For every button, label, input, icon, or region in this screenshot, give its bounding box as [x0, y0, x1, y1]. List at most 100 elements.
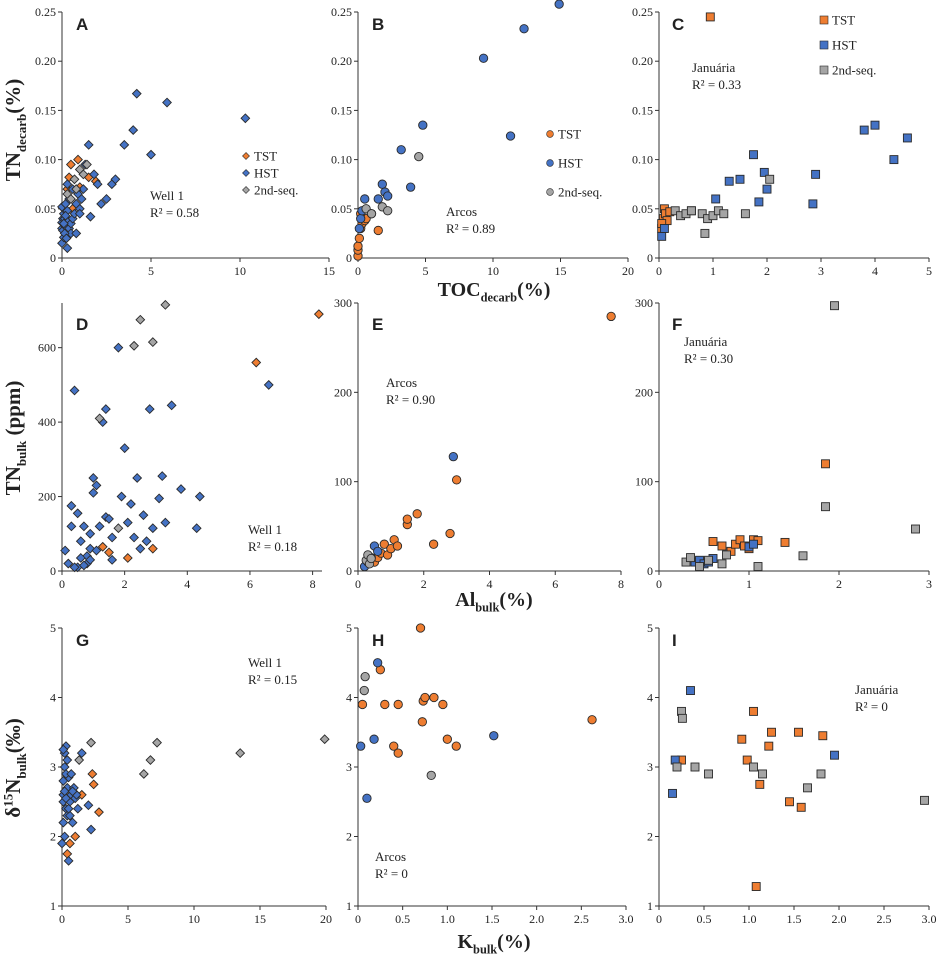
y-tick-label: 4: [346, 691, 352, 705]
data-point: [113, 342, 124, 353]
legend-marker: [546, 130, 554, 138]
y-tick-label: 300: [334, 296, 352, 310]
data-point: [96, 198, 107, 209]
legend-label: HST: [832, 38, 857, 53]
data-point: [71, 228, 82, 239]
data-point: [420, 692, 430, 703]
data-point: [65, 159, 76, 170]
series-hst: [354, 0, 564, 234]
series-tst: [62, 769, 104, 859]
legend-label: 2nd-seq.: [558, 185, 602, 200]
data-point: [162, 97, 172, 108]
data-point: [373, 225, 383, 236]
data-point: [57, 238, 67, 249]
x-tick-label: 1.0: [742, 912, 757, 926]
data-point: [731, 539, 740, 549]
panel-annotation: Arcos: [375, 849, 406, 864]
data-point: [859, 125, 869, 135]
data-point: [759, 167, 769, 177]
data-point: [74, 755, 85, 765]
legend-marker: [819, 15, 829, 25]
axis-titles-group: TOCdecarb(%) Albulk(%) Kbulk(%) TNdecarb(%)…: [1, 79, 551, 957]
data-point: [94, 413, 105, 424]
y-tick-label: 2: [647, 830, 653, 844]
y-tick-label: 2: [346, 830, 352, 844]
legend-marker: [242, 169, 250, 177]
data-point: [66, 769, 77, 779]
data-point: [73, 154, 83, 165]
data-point: [176, 484, 186, 495]
legend-label: 2nd-seq.: [832, 63, 876, 78]
x-tick-label: 3.0: [922, 912, 937, 926]
data-point: [379, 539, 389, 549]
data-point: [672, 762, 682, 772]
y-tick-label: 0.25: [632, 5, 653, 19]
data-point: [711, 194, 721, 204]
series-2nd-seq-: [62, 159, 92, 204]
data-point: [78, 560, 89, 571]
data-point: [606, 311, 616, 322]
axis-title-row3-y: δ15Nbulk(‰): [1, 718, 29, 817]
panel-letter: G: [76, 631, 89, 650]
panel-annotation: R² = 0.15: [248, 672, 297, 687]
y-tick-label: 0: [50, 564, 56, 578]
panel-annotation: R² = 0.89: [446, 221, 495, 236]
x-tick-label: 0: [59, 912, 65, 926]
y-tick-label: 100: [334, 475, 352, 489]
data-point: [749, 539, 758, 549]
data-point: [59, 831, 70, 842]
data-point: [58, 218, 69, 229]
axis-title-row2-x: Albulk(%): [455, 589, 532, 615]
legend-marker: [242, 186, 250, 194]
data-point: [69, 562, 80, 573]
data-point: [681, 557, 691, 567]
x-tick-label: 15: [555, 264, 567, 278]
y-tick-label: 1: [346, 899, 352, 913]
data-point: [366, 209, 377, 219]
y-tick-label: 4: [50, 691, 56, 705]
x-tick-label: 8: [310, 577, 316, 591]
data-point: [749, 762, 758, 772]
data-point: [753, 562, 763, 571]
data-point: [356, 213, 366, 224]
series-hst: [359, 452, 458, 572]
data-point: [764, 741, 774, 751]
data-point: [442, 734, 452, 744]
x-tick-label: 2: [836, 577, 842, 591]
legend-label: TST: [832, 13, 855, 28]
data-point: [686, 553, 695, 563]
panel-letter: I: [672, 631, 677, 650]
data-point: [107, 532, 118, 543]
x-tick-label: 8: [618, 577, 624, 591]
data-point: [412, 509, 422, 519]
data-point: [83, 139, 94, 150]
data-point: [128, 125, 139, 136]
y-tick-label: 2: [50, 830, 56, 844]
data-point: [240, 113, 251, 124]
series-2nd-seq-: [672, 706, 929, 805]
data-point: [796, 802, 806, 812]
data-point: [659, 224, 669, 233]
data-point: [870, 120, 880, 130]
panel-annotation: R² = 0.90: [386, 392, 435, 407]
data-point: [62, 848, 73, 859]
y-tick-label: 0.10: [331, 153, 352, 167]
panel-letter: F: [672, 315, 682, 334]
legend-marker: [546, 159, 554, 167]
data-point: [700, 228, 710, 238]
data-point: [393, 699, 403, 710]
x-tick-label: 0: [355, 577, 361, 591]
panel-annotation: Januária: [684, 334, 728, 349]
panel-letter: B: [372, 15, 384, 34]
data-point: [125, 499, 136, 509]
data-point: [366, 553, 376, 564]
x-tick-label: 1.5: [787, 912, 802, 926]
x-tick-label: 10: [188, 912, 200, 926]
y-tick-label: 300: [635, 296, 653, 310]
data-point: [116, 491, 127, 502]
x-tick-label: 1: [746, 577, 752, 591]
data-point: [145, 755, 156, 765]
data-point: [62, 755, 73, 765]
data-point: [705, 12, 715, 22]
data-point: [166, 400, 177, 411]
